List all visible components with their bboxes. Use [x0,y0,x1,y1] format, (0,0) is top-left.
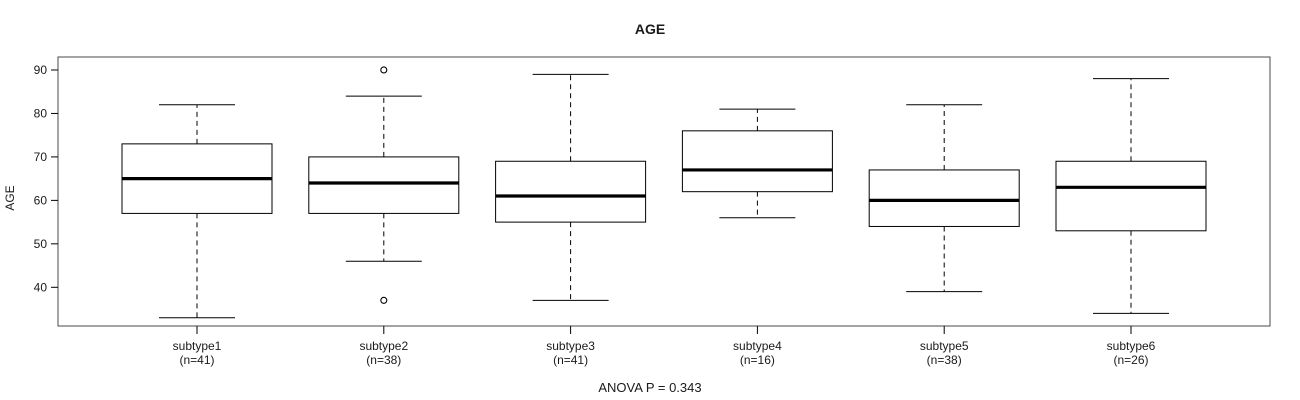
x-category-label: subtype4 [733,339,782,353]
x-count-label: (n=41) [553,353,588,367]
x-category-label: subtype6 [1107,339,1156,353]
iqr-box-subtype5 [868,169,1020,227]
iqr-box-subtype2 [308,156,460,214]
y-tick-label: 70 [34,150,48,164]
x-count-label: (n=26) [1113,353,1148,367]
y-tick-label: 60 [34,194,48,208]
x-category-label: subtype5 [920,339,969,353]
x-count-label: (n=38) [366,353,401,367]
iqr-box-subtype4 [681,130,833,193]
y-tick-label: 50 [34,237,48,251]
y-tick-label: 90 [34,63,48,77]
y-tick-label: 80 [34,107,48,121]
anova-annotation: ANOVA P = 0.343 [598,380,702,395]
outlier-point-subtype2 [380,296,388,304]
x-count-label: (n=41) [179,353,214,367]
x-category-label: subtype2 [359,339,408,353]
x-count-label: (n=16) [740,353,775,367]
outlier-point-subtype2 [380,66,388,74]
x-count-label: (n=38) [927,353,962,367]
iqr-box-subtype3 [495,160,647,223]
y-tick-label: 40 [34,281,48,295]
x-category-label: subtype3 [546,339,595,353]
iqr-box-subtype6 [1055,160,1207,232]
x-category-label: subtype1 [173,339,222,353]
chart-title: AGE [634,21,666,37]
